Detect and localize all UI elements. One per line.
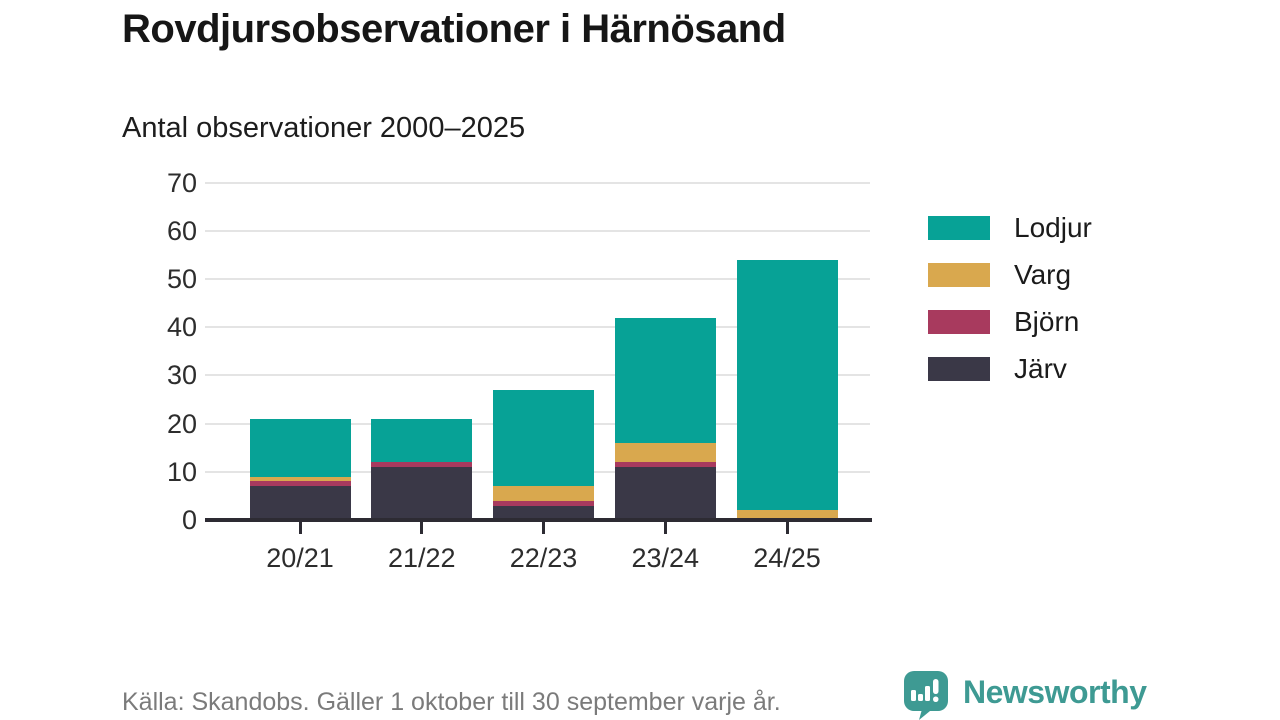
y-axis-label-0: 0 bbox=[181, 505, 197, 535]
gridline-50 bbox=[205, 277, 870, 280]
chart-legend: Lodjur Varg Björn Järv bbox=[928, 212, 1092, 404]
bar-24-25-varg bbox=[736, 510, 838, 520]
gridline-30 bbox=[205, 374, 870, 377]
bar-22-23-jarv bbox=[493, 505, 594, 520]
y-axis-label-60: 60 bbox=[166, 215, 197, 246]
y-axis-label-40: 40 bbox=[166, 312, 197, 343]
bar-22-23-varg bbox=[493, 486, 594, 501]
x-axis-label-24-25: 24/25 bbox=[753, 543, 821, 573]
legend-label-lodjur: Lodjur bbox=[1014, 212, 1092, 243]
gridline-40 bbox=[205, 326, 870, 329]
newsworthy-logo-icon bbox=[904, 671, 948, 720]
x-axis-line bbox=[205, 518, 872, 522]
legend-item-varg: Varg bbox=[928, 259, 1092, 290]
y-axis-label-10: 10 bbox=[166, 456, 197, 487]
legend-label-jarv: Järv bbox=[1014, 353, 1067, 384]
bar-21-22-jarv bbox=[371, 466, 473, 520]
bar-21-22-lodjur bbox=[371, 418, 473, 463]
newsworthy-logo: Newsworthy bbox=[904, 671, 1147, 720]
gridline-60 bbox=[205, 229, 870, 232]
bar-23-24-lodjur bbox=[614, 317, 716, 443]
chart-subtitle: Antal observationer 2000–2025 bbox=[122, 112, 526, 144]
source-note: Källa: Skandobs. Gäller 1 oktober till 3… bbox=[122, 688, 781, 716]
x-axis-label-20-21: 20/21 bbox=[266, 543, 334, 573]
legend-swatch-jarv bbox=[928, 357, 990, 381]
gridline-70 bbox=[205, 181, 870, 184]
bar-20-21-bjorn bbox=[249, 481, 351, 487]
legend-item-bjorn: Björn bbox=[928, 306, 1092, 337]
legend-item-jarv: Järv bbox=[928, 353, 1092, 384]
bar-22-23-lodjur bbox=[493, 389, 594, 487]
x-axis-tick-21-22 bbox=[420, 522, 424, 534]
x-axis-tick-22-23 bbox=[542, 522, 545, 534]
legend-swatch-varg bbox=[928, 263, 990, 287]
bar-20-21-jarv bbox=[249, 486, 351, 520]
x-axis-tick-23-24 bbox=[663, 522, 667, 534]
y-axis-label-70: 70 bbox=[166, 167, 197, 198]
bar-20-21-varg bbox=[249, 476, 351, 482]
x-axis-label-21-22: 21/22 bbox=[387, 543, 456, 573]
y-axis-label-50: 50 bbox=[166, 263, 197, 294]
x-axis-label-23-24: 23/24 bbox=[631, 543, 700, 573]
bar-24-25-lodjur bbox=[736, 259, 838, 511]
bar-23-24-bjorn bbox=[614, 462, 716, 467]
bar-23-24-jarv bbox=[614, 466, 716, 520]
legend-label-varg: Varg bbox=[1014, 259, 1072, 290]
y-axis-label-20: 20 bbox=[166, 408, 197, 439]
newsworthy-wordmark: Newsworthy bbox=[963, 674, 1147, 710]
bar-21-22-bjorn bbox=[371, 462, 473, 467]
bar-20-21-lodjur bbox=[249, 418, 351, 477]
x-axis-tick-24-25 bbox=[785, 522, 789, 534]
y-axis-label-30: 30 bbox=[166, 360, 197, 391]
bar-23-24-varg bbox=[614, 442, 716, 463]
page-title: Rovdjursobservationer i Härnösand bbox=[122, 7, 786, 51]
legend-swatch-lodjur bbox=[928, 216, 990, 240]
x-axis-tick-20-21 bbox=[298, 522, 302, 534]
legend-label-bjorn: Björn bbox=[1014, 306, 1080, 337]
legend-item-lodjur: Lodjur bbox=[928, 212, 1092, 243]
legend-swatch-bjorn bbox=[928, 310, 990, 334]
bar-22-23-bjorn bbox=[493, 500, 594, 506]
x-axis-label-22-23: 22/23 bbox=[509, 543, 578, 573]
